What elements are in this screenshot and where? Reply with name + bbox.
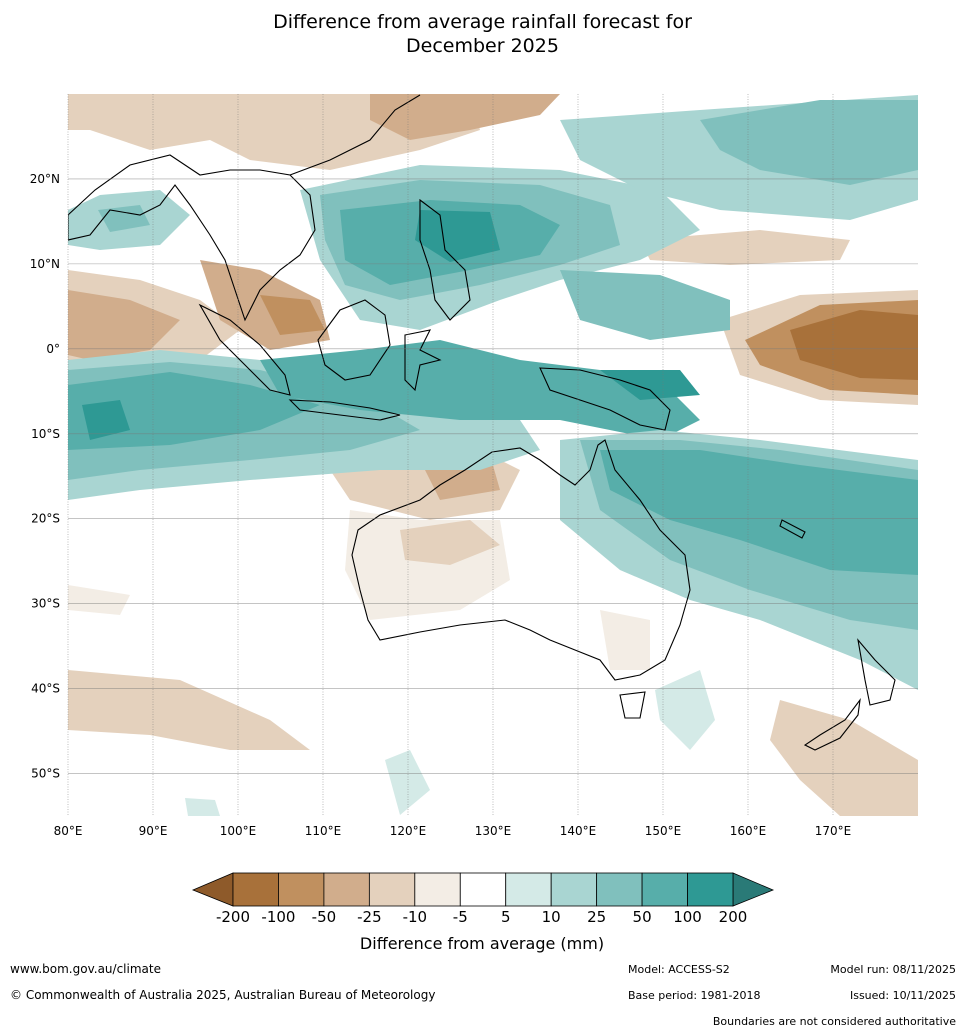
colorbar-swatch: [687, 872, 734, 907]
colorbar-tick-label: -25: [357, 908, 382, 926]
footer-disclaimer: Boundaries are not considered authoritat…: [712, 1015, 956, 1028]
dry-anomaly-china-coast: [370, 94, 560, 140]
wet-anomaly-indian-ocean-inner: [68, 372, 320, 450]
anomaly-fields: [68, 94, 918, 816]
latitude-label: 0°: [46, 342, 60, 356]
colorbar-swatch: [641, 872, 688, 907]
longitude-label: 120°E: [390, 824, 427, 838]
latitude-label: 30°S: [31, 597, 60, 611]
china-coast-outline: [289, 94, 421, 176]
latitude-labels: 20°N 10°N 0° 10°S 20°S 30°S 40°S 50°S: [30, 172, 60, 781]
dry-anomaly-malay-core: [260, 295, 325, 335]
wet-anomaly-coral-sea-inner: [600, 450, 918, 575]
longitude-label: 100°E: [220, 824, 257, 838]
latitude-label: 20°S: [31, 512, 60, 526]
wet-anomaly-southern-ocean-3: [185, 798, 220, 816]
footer-copyright: © Commonwealth of Australia 2025, Austra…: [10, 988, 436, 1002]
latitude-label: 50°S: [31, 767, 60, 781]
longitude-labels: 80°E 90°E 100°E 110°E 120°E 130°E 140°E 150°E 16…: [54, 824, 852, 838]
dry-anomaly-south-indian-ocean: [68, 670, 310, 750]
wet-anomaly-indian-ocean-core: [82, 400, 130, 440]
wet-anomaly-new-guinea-core: [600, 370, 700, 400]
footer-model-run: Model run: 08/11/2025: [830, 963, 956, 976]
longitude-label: 90°E: [139, 824, 168, 838]
footer-url[interactable]: www.bom.gov.au/climate: [10, 962, 161, 976]
colorbar-tick-label: 200: [719, 908, 748, 926]
colorbar-low-extend: [191, 872, 234, 907]
longitude-label: 150°E: [645, 824, 682, 838]
colorbar-title: Difference from average (mm): [360, 934, 604, 953]
java-outline: [288, 399, 401, 421]
sulawesi-outline: [404, 329, 442, 392]
colorbar-swatches: [232, 872, 734, 907]
wet-anomaly-pacific-equatorial: [560, 270, 730, 340]
colorbar-labels: -200 -100 -50 -25 -10 -5 5 10 25 50 100 200: [216, 908, 747, 926]
wet-anomaly-philippines-core: [415, 210, 500, 262]
colorbar-swatch: [550, 872, 598, 907]
footer-issued: Issued: 10/11/2025: [849, 989, 956, 1002]
colorbar: -200 -100 -50 -25 -10 -5 5 10 25 50 100 200 Differe…: [191, 872, 775, 953]
colorbar-swatch: [596, 872, 643, 907]
new-caledonia-outline: [779, 519, 806, 539]
colorbar-tick-label: 25: [587, 908, 606, 926]
colorbar-tick-label: -10: [403, 908, 428, 926]
dry-anomaly-indian-ocean-core: [68, 290, 180, 360]
longitude-label: 140°E: [560, 824, 597, 838]
sumatra-outline: [198, 303, 291, 396]
new-zealand-north-outline: [857, 638, 896, 706]
longitude-label: 80°E: [54, 824, 83, 838]
dry-anomaly-north-pacific-band: [640, 230, 850, 265]
title-line-1: Difference from average rainfall forecas…: [273, 11, 692, 33]
colorbar-tick-label: 50: [633, 908, 652, 926]
philippines-outline: [419, 198, 471, 321]
colorbar-tick-label: -5: [453, 908, 468, 926]
latitude-label: 20°N: [30, 172, 60, 186]
new-guinea-outline: [539, 367, 671, 431]
dry-anomaly-pacific-center: [790, 310, 918, 380]
latitude-label: 10°S: [31, 427, 60, 441]
footer-base-period: Base period: 1981-2018: [628, 989, 761, 1002]
wet-anomaly-north-pacific-inner: [700, 100, 918, 185]
colorbar-tick-label: 100: [673, 908, 702, 926]
wet-anomaly-southern-ocean: [655, 670, 715, 750]
title-line-2: December 2025: [406, 35, 559, 57]
colorbar-swatch: [323, 872, 370, 907]
latitude-label: 40°S: [31, 682, 60, 696]
colorbar-tick-label: 5: [501, 908, 511, 926]
colorbar-tick-label: -50: [312, 908, 337, 926]
australia-outline: [351, 439, 691, 681]
colorbar-swatch: [505, 872, 552, 907]
asia-mainland-outline: [68, 154, 316, 322]
dry-anomaly-new-zealand: [770, 700, 918, 816]
longitude-label: 170°E: [815, 824, 852, 838]
dry-anomaly-tasman: [600, 610, 650, 670]
new-zealand-south-outline: [803, 697, 861, 751]
dry-anomaly-wa-interior: [400, 520, 500, 565]
colorbar-tick-label: -200: [216, 908, 250, 926]
colorbar-swatch: [368, 872, 416, 907]
wet-anomaly-bay-of-bengal-core: [98, 205, 150, 232]
colorbar-swatch: [414, 872, 461, 907]
latitude-label: 10°N: [30, 257, 60, 271]
colorbar-tick-label: 10: [542, 908, 561, 926]
colorbar-swatch: [459, 872, 507, 907]
wet-anomaly-southern-ocean-2: [385, 750, 430, 815]
chart-title: Difference from average rainfall forecas…: [0, 10, 965, 58]
longitude-label: 110°E: [305, 824, 342, 838]
colorbar-swatch: [278, 872, 325, 907]
borneo-outline: [317, 299, 391, 381]
longitude-label: 130°E: [475, 824, 512, 838]
longitude-label: 160°E: [730, 824, 767, 838]
footer-model: Model: ACCESS-S2: [628, 963, 730, 976]
colorbar-swatch: [232, 872, 279, 907]
coastlines: [68, 94, 896, 751]
colorbar-tick-label: -100: [261, 908, 295, 926]
tasmania-outline: [619, 691, 646, 719]
dry-anomaly-south-indian-ocean-light: [68, 585, 130, 615]
graticule: [67, 94, 918, 816]
colorbar-high-extend: [732, 872, 775, 907]
wet-anomaly-maritime-continent: [260, 340, 700, 440]
